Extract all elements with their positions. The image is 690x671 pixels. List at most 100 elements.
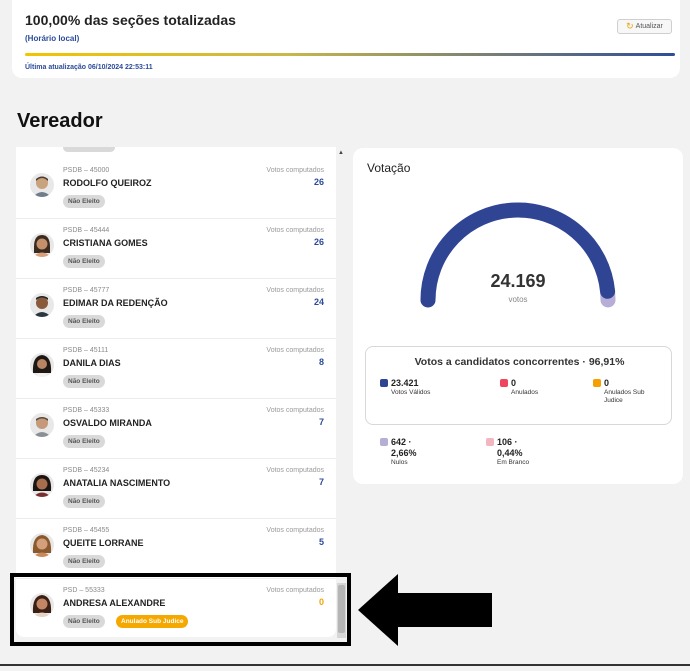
candidate-name: OSVALDO MIRANDA [63, 418, 152, 428]
refresh-label: Atualizar [635, 23, 663, 30]
candidate-name: ANATALIA NASCIMENTO [63, 478, 171, 488]
candidate-party-number: PSDB – 45455 [63, 527, 110, 534]
stat-null: 642 · 2,66% Nulos [380, 437, 430, 467]
stat-label: Nulos [391, 459, 408, 466]
status-card: 100,00% das seções totalizadas (Horário … [12, 0, 680, 78]
total-votes-label: votos [508, 295, 528, 304]
highlight-box [10, 573, 351, 646]
candidate-party-number: PSDB – 45111 [63, 347, 109, 354]
refresh-button[interactable]: ↻ Atualizar [617, 19, 672, 34]
votes-count: 24 [313, 297, 324, 307]
gauge-segment-valid [420, 202, 616, 308]
stat-value: 0 [511, 378, 517, 388]
avatar [30, 233, 54, 257]
legend-swatch [500, 379, 508, 387]
stat-annulled-sub-judice: 0 Anulados Sub Judice [593, 378, 665, 405]
candidate-name: DANILA DIAS [63, 358, 121, 368]
scrollbar-thumb[interactable] [338, 585, 345, 633]
avatar [30, 533, 54, 557]
candidate-party-number: PSDB – 45777 [63, 287, 110, 294]
stat-label: Votos Válidos [391, 389, 431, 396]
stat-label: Anulados Sub Judice [604, 389, 645, 404]
votes-breakdown: Votos a candidatos concorrentes · 96,91%… [365, 346, 672, 466]
candidate-card[interactable]: PSDB – 45777 EDIMAR DA REDENÇÃO Votos co… [16, 279, 336, 339]
stat-value: 0 [604, 378, 610, 388]
candidate-name: RODOLFO QUEIROZ [63, 178, 152, 188]
legend-swatch [486, 438, 494, 446]
candidate-card-highlighted[interactable]: PSD – 55333 ANDRESA ALEXANDRE Votos comp… [16, 579, 336, 637]
stat-value: 106 · 0,44% [497, 437, 523, 458]
stat-annulled: 0 Anulados [500, 378, 538, 397]
candidate-name: QUEITE LORRANE [63, 538, 144, 548]
status-badge: Não Eleito [63, 615, 105, 628]
totalization-progress-bar [25, 53, 675, 56]
votes-count: 7 [318, 477, 324, 487]
status-badge: Não Eleito [63, 555, 105, 568]
votes-count: 0 [318, 597, 324, 607]
legend-swatch [593, 379, 601, 387]
candidate-card[interactable]: PSDB – 45111 DANILA DIAS Votos computado… [16, 339, 336, 399]
local-time-note: (Horário local) [25, 34, 80, 43]
votes-count: 8 [318, 357, 324, 367]
stat-value: 23.421 [391, 378, 419, 388]
avatar [30, 293, 54, 317]
total-votes: 24.169 [490, 271, 546, 291]
status-badge: Não Eleito [63, 195, 105, 208]
legend-swatch [380, 379, 388, 387]
candidate-card[interactable]: PSDB – 45000 RODOLFO QUEIROZ Votos compu… [16, 159, 336, 219]
stat-value: 642 · 2,66% [391, 437, 417, 458]
cut-off-badge [63, 147, 115, 152]
candidate-party-number: PSDB – 45333 [63, 407, 110, 414]
bottom-divider [0, 664, 690, 666]
stat-label: Em Branco [497, 459, 530, 466]
voting-title: Votação [367, 161, 411, 175]
votes-label: Votos computados [266, 407, 324, 414]
candidate-card[interactable]: PSDB – 45234 ANATALIA NASCIMENTO Votos c… [16, 459, 336, 519]
votes-count: 5 [318, 537, 324, 547]
votes-count: 26 [313, 177, 324, 187]
votes-label: Votos computados [266, 227, 324, 234]
votes-count: 26 [313, 237, 324, 247]
candidate-card[interactable]: PSDB – 45333 OSVALDO MIRANDA Votos compu… [16, 399, 336, 459]
votes-label: Votos computados [266, 287, 324, 294]
votes-count: 7 [318, 417, 324, 427]
avatar [30, 353, 54, 377]
candidate-card[interactable]: PSDB – 45455 QUEITE LORRANE Votos comput… [16, 519, 336, 579]
candidate-party-number: PSD – 55333 [63, 587, 105, 594]
legend-swatch [380, 438, 388, 446]
sub-judice-badge: Anulado Sub Judice [116, 615, 189, 628]
avatar [30, 413, 54, 437]
last-update-text: Última atualização 06/10/2024 22:53:11 [25, 64, 153, 71]
votes-label: Votos computados [266, 527, 324, 534]
stat-blank: 106 · 0,44% Em Branco [486, 437, 536, 467]
avatar [30, 593, 54, 617]
votes-label: Votos computados [266, 467, 324, 474]
status-badge: Não Eleito [63, 495, 105, 508]
candidate-card[interactable]: PSDB – 45444 CRISTIANA GOMES Votos compu… [16, 219, 336, 279]
votes-label: Votos computados [266, 587, 324, 594]
status-badge: Não Eleito [63, 435, 105, 448]
votes-label: Votos computados [266, 167, 324, 174]
status-badge: Não Eleito [63, 375, 105, 388]
pointer-arrow-icon [358, 574, 492, 646]
status-badge: Não Eleito [63, 255, 105, 268]
candidate-name: EDIMAR DA REDENÇÃO [63, 298, 168, 308]
totalization-title: 100,00% das seções totalizadas [25, 12, 236, 28]
candidate-list[interactable]: PSDB – 45000 RODOLFO QUEIROZ Votos compu… [16, 147, 336, 637]
breakdown-title: Votos a candidatos concorrentes · 96,91% [414, 356, 625, 368]
candidate-party-number: PSDB – 45444 [63, 227, 110, 234]
votes-label: Votos computados [266, 347, 324, 354]
candidate-party-number: PSDB – 45234 [63, 467, 110, 474]
scroll-up-arrow-icon[interactable]: ▲ [338, 150, 344, 156]
refresh-icon: ↻ [626, 21, 634, 31]
avatar [30, 173, 54, 197]
candidate-name: CRISTIANA GOMES [63, 238, 148, 248]
status-badge: Não Eleito [63, 315, 105, 328]
stat-valid-votes: 23.421 Votos Válidos [380, 378, 430, 397]
voting-panel: Votação 24.169 votos Votos a candidatos … [353, 148, 683, 484]
candidate-name: ANDRESA ALEXANDRE [63, 598, 166, 608]
candidate-party-number: PSDB – 45000 [63, 167, 110, 174]
votes-gauge [420, 202, 616, 308]
stat-label: Anulados [511, 389, 539, 396]
avatar [30, 473, 54, 497]
